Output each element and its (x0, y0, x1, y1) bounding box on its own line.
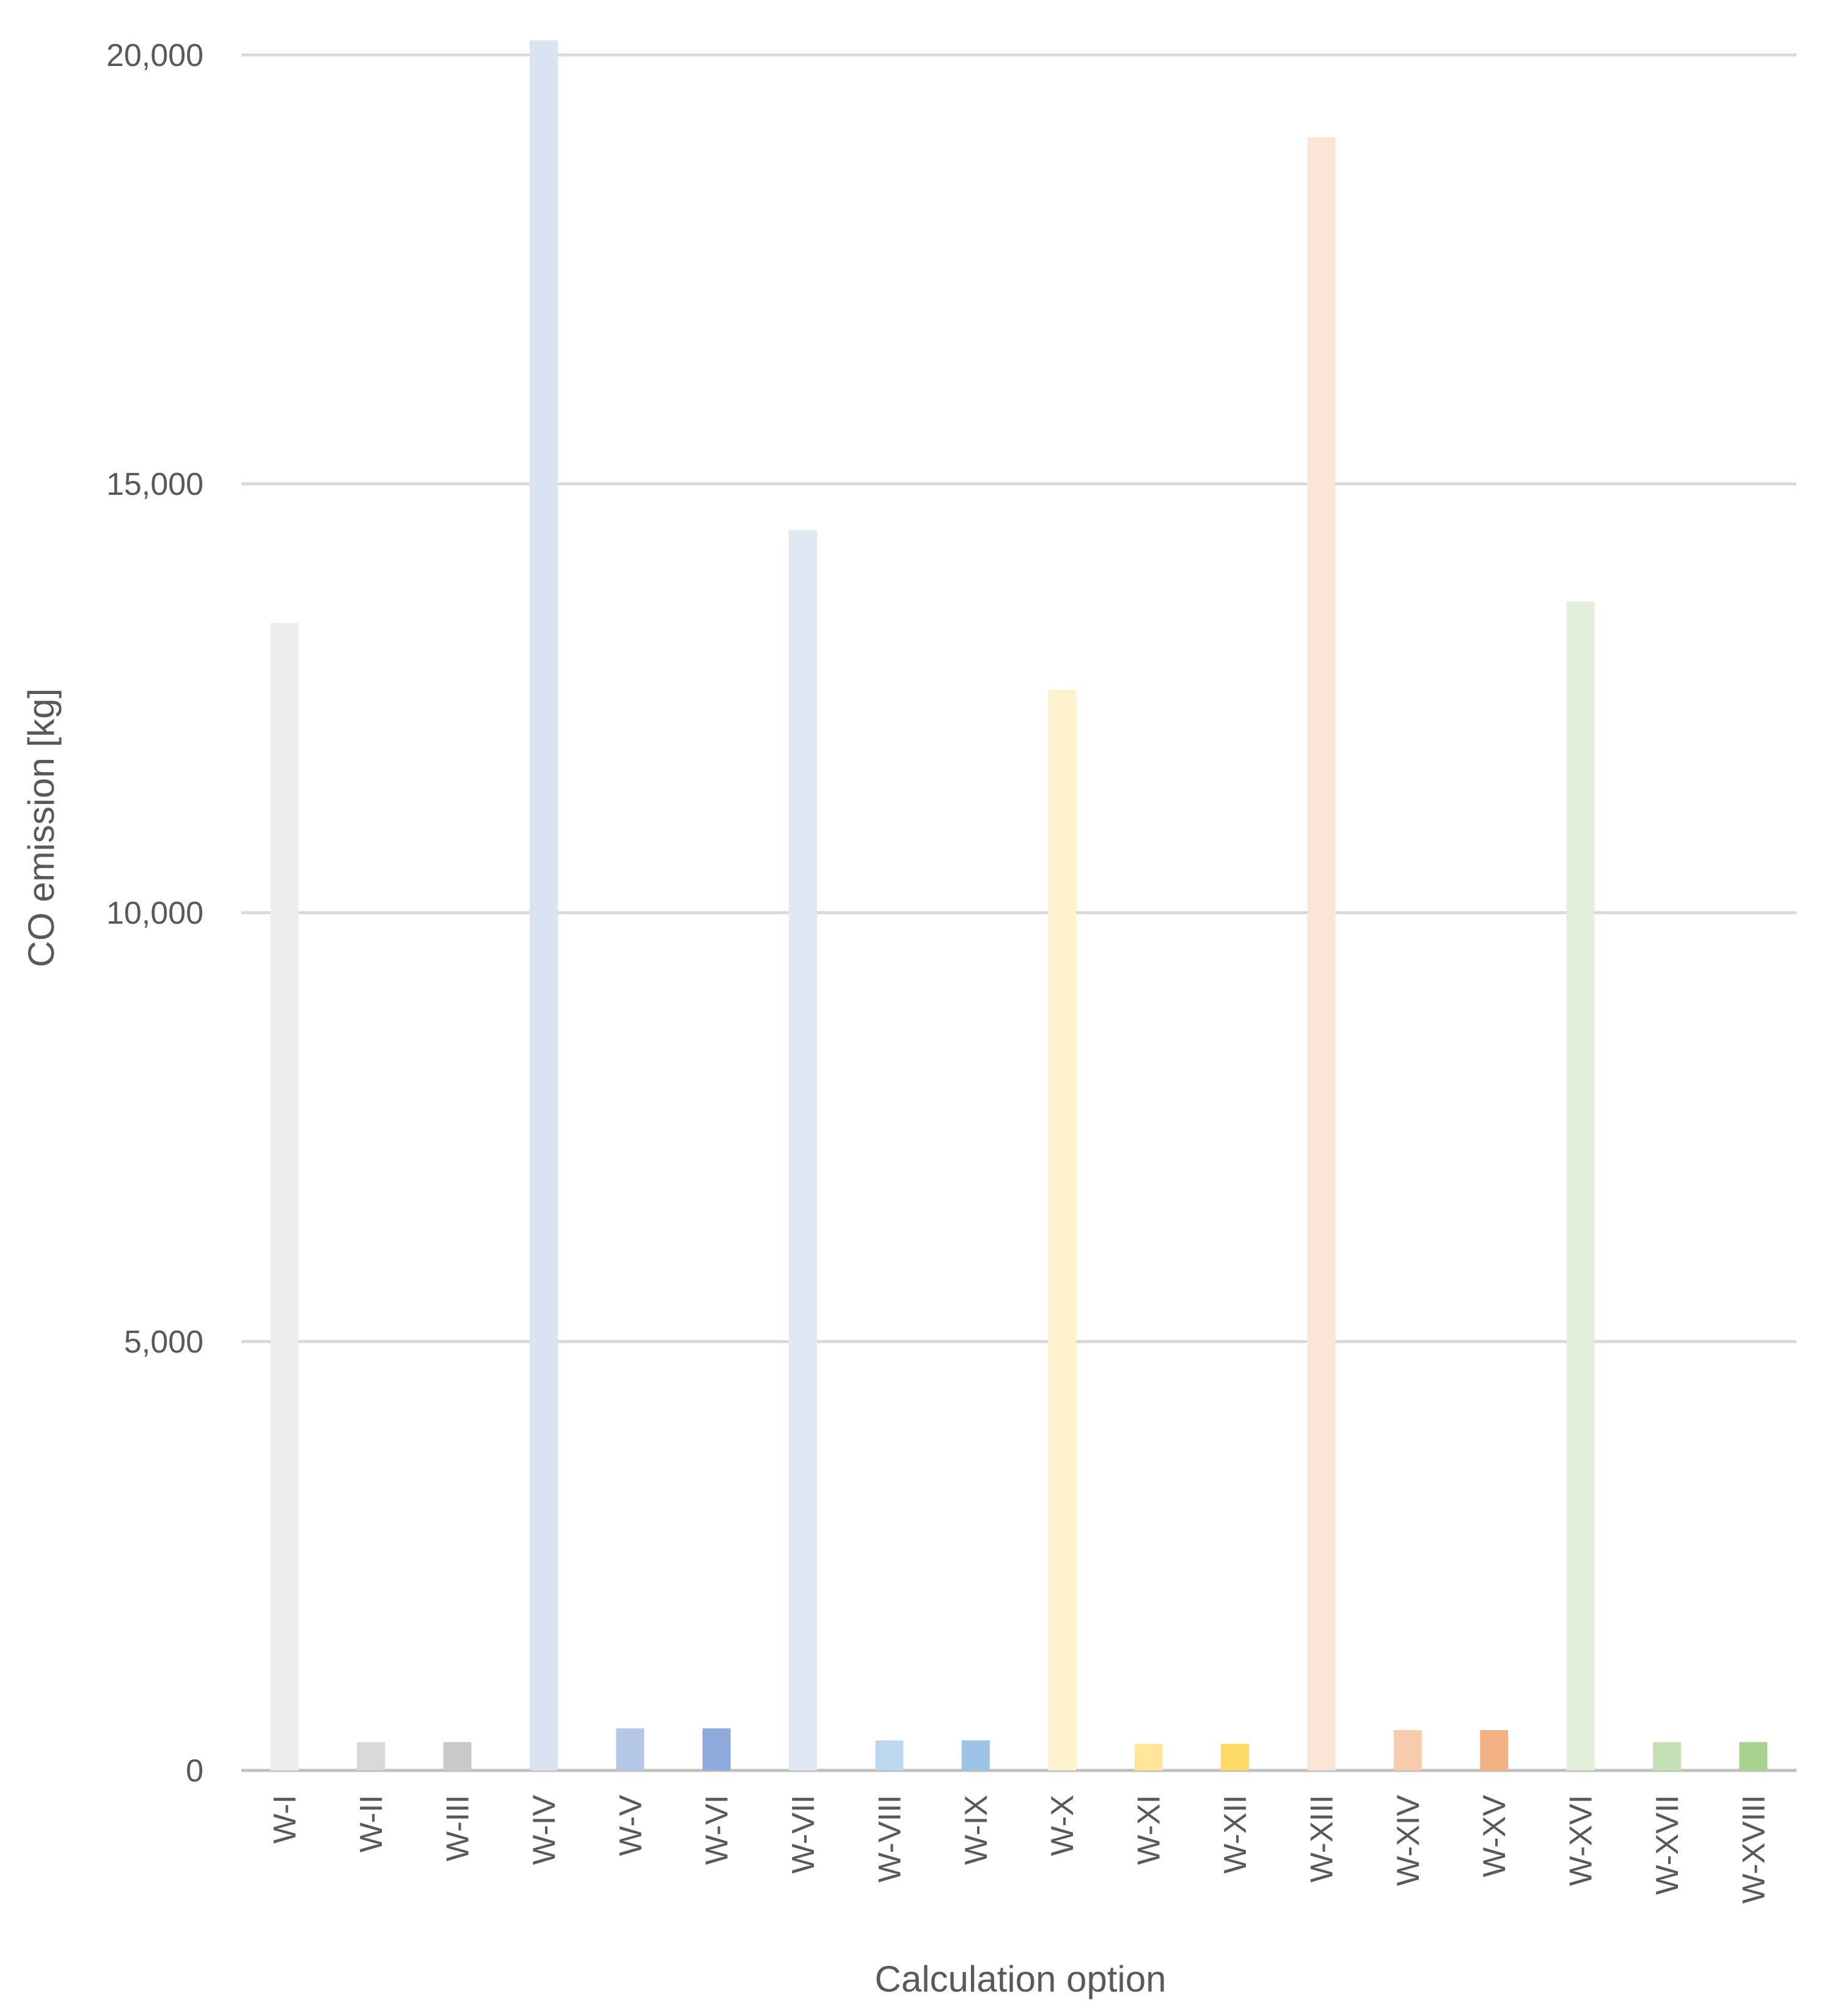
x-tick-label: W-XIII (1304, 1795, 1339, 1882)
y-axis-ticks: 0 5,000 10,000 15,000 20,000 (106, 38, 203, 1789)
x-tick-label: W-XVIII (1736, 1795, 1771, 1904)
x-tick-label: W-II (354, 1795, 389, 1852)
y-tick-label: 0 (186, 1753, 203, 1789)
bar-w-xii (1220, 1744, 1249, 1770)
bars (270, 40, 1768, 1771)
bar-w-ii (357, 1742, 386, 1770)
x-tick-label: W-I (268, 1795, 303, 1844)
bar-w-xviii (1739, 1742, 1768, 1770)
bar-w-viii (875, 1740, 904, 1770)
x-tick-label: W-XIV (1391, 1795, 1426, 1886)
x-tick-label: W-VII (786, 1795, 821, 1874)
bar-w-xi (1134, 1744, 1163, 1770)
x-tick-label: W-XI (1132, 1795, 1167, 1865)
y-axis-title: CO emission [kg] (21, 688, 62, 968)
y-tick-label: 15,000 (106, 467, 203, 502)
bar-w-vi (702, 1728, 731, 1770)
x-tick-label: W-VI (700, 1795, 735, 1865)
bar-w-xiii (1307, 137, 1336, 1771)
bar-w-xv (1480, 1730, 1509, 1770)
x-axis-ticks: W-I W-II W-III W-IV W-V W-VI W-VII W-VIII W-IX W-… (268, 1795, 1772, 1904)
y-tick-label: 20,000 (106, 38, 203, 73)
bar-w-iv (529, 40, 558, 1770)
x-tick-label: W-IV (527, 1795, 562, 1865)
x-tick-label: W-XVII (1650, 1795, 1685, 1895)
x-tick-label: W-XV (1477, 1795, 1512, 1877)
x-tick-label: W-V (613, 1795, 648, 1856)
x-tick-label: W-X (1045, 1795, 1080, 1856)
bar-w-xiv (1393, 1730, 1422, 1770)
bar-w-v (616, 1728, 645, 1770)
bar-w-xvi (1566, 601, 1595, 1770)
y-tick-label: 5,000 (124, 1324, 203, 1360)
gridlines (241, 53, 1797, 1772)
bar-w-x (1048, 689, 1077, 1770)
x-tick-label: W-IX (959, 1795, 994, 1865)
bar-w-i (270, 623, 299, 1770)
bar-w-ix (961, 1740, 990, 1770)
bar-w-vii (789, 530, 818, 1771)
bar-w-iii (443, 1742, 472, 1770)
y-tick-label: 10,000 (106, 896, 203, 931)
bar-w-xvii (1652, 1742, 1681, 1770)
x-tick-label: W-XVI (1564, 1795, 1599, 1886)
x-axis-title: Calculation option (875, 1959, 1167, 2000)
x-tick-label: W-III (440, 1795, 475, 1861)
x-tick-label: W-XII (1218, 1795, 1253, 1874)
x-tick-label: W-VIII (872, 1795, 907, 1882)
